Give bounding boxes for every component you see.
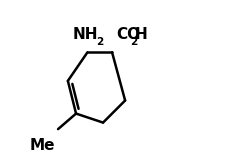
Text: Me: Me — [30, 138, 56, 153]
Text: NH: NH — [72, 27, 98, 42]
Text: CO: CO — [116, 27, 140, 42]
Text: 2: 2 — [130, 36, 137, 47]
Text: 2: 2 — [96, 36, 103, 47]
Text: H: H — [135, 27, 148, 42]
